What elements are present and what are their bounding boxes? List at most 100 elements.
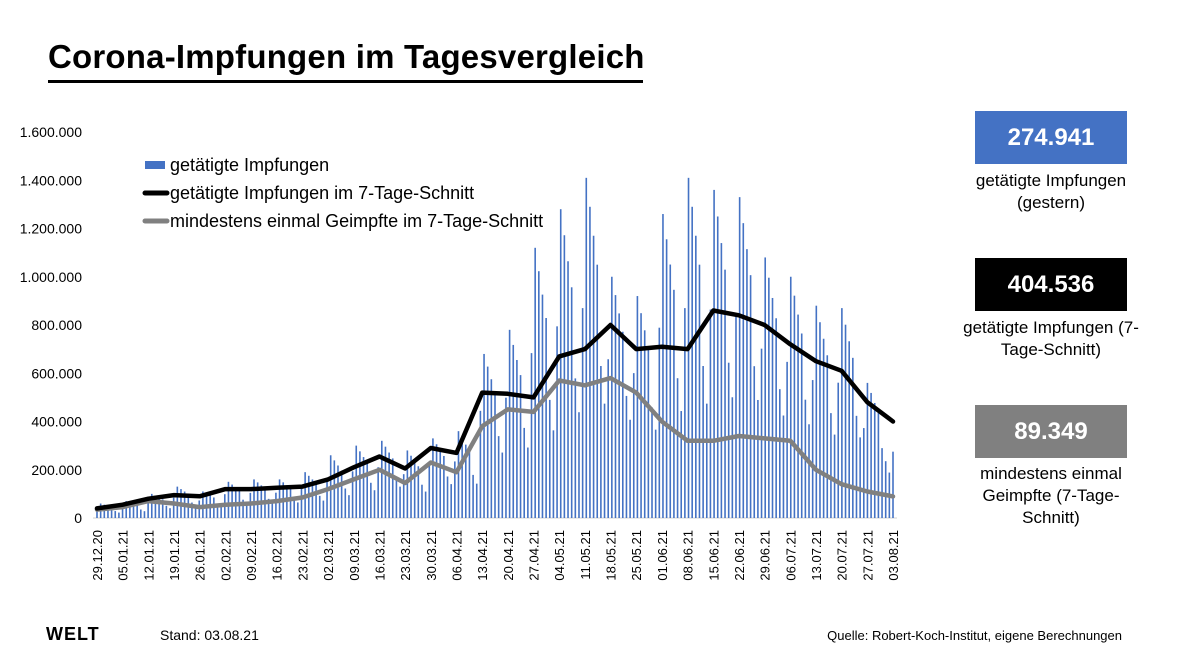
daily-bar — [194, 505, 197, 518]
stand-label: Stand: — [160, 627, 201, 643]
x-tick-label: 25.05.21 — [629, 530, 644, 581]
daily-bar — [742, 223, 745, 518]
x-tick-label: 23.02.21 — [295, 530, 310, 581]
daily-bar — [424, 491, 427, 518]
daily-bar — [530, 353, 533, 518]
x-tick-label: 20.07.21 — [835, 530, 850, 581]
daily-bar — [508, 329, 511, 518]
daily-bar — [720, 243, 723, 518]
x-tick-label: 09.03.21 — [347, 530, 362, 581]
daily-bar — [512, 344, 515, 518]
daily-bar — [735, 314, 737, 518]
daily-bar — [395, 478, 398, 518]
daily-bar — [567, 261, 569, 518]
daily-bar — [596, 264, 599, 518]
daily-bar — [388, 452, 390, 518]
daily-bar — [399, 486, 401, 518]
daily-bar — [541, 294, 544, 518]
daily-bar — [764, 257, 767, 518]
daily-bar — [227, 481, 230, 518]
y-tick-label: 1.600.000 — [20, 124, 82, 140]
stand-date: Stand: 03.08.21 — [160, 627, 259, 643]
daily-bar — [884, 461, 887, 518]
daily-bar — [589, 206, 591, 518]
daily-bar — [611, 276, 613, 518]
daily-bar — [359, 451, 361, 518]
daily-bar — [300, 488, 303, 518]
daily-bar — [468, 451, 471, 518]
daily-bar — [373, 490, 376, 518]
daily-bar — [673, 289, 675, 518]
daily-bar — [446, 476, 449, 518]
x-tick-label: 04.05.21 — [552, 530, 567, 581]
daily-bar — [581, 308, 584, 518]
x-tick-label: 06.04.21 — [449, 530, 464, 581]
daily-bar — [892, 451, 894, 518]
daily-bar — [267, 498, 270, 518]
x-tick-label: 15.06.21 — [706, 530, 721, 581]
daily-bar — [432, 438, 434, 518]
daily-bar — [351, 471, 354, 518]
daily-bar — [800, 333, 803, 518]
daily-bar — [256, 482, 259, 518]
y-tick-label: 200.000 — [31, 462, 82, 478]
daily-bar — [377, 467, 379, 518]
daily-bar — [811, 380, 814, 518]
x-tick-label: 30.03.21 — [424, 530, 439, 581]
stat-avg-first-value: 89.349 — [975, 405, 1127, 458]
daily-bar — [563, 235, 566, 518]
daily-bar — [428, 464, 431, 518]
title-underline — [48, 80, 643, 83]
y-tick-label: 1.000.000 — [20, 269, 82, 285]
daily-bar — [362, 457, 365, 518]
first-dose-avg-line — [94, 375, 896, 512]
daily-bar — [607, 359, 609, 518]
daily-bar — [121, 506, 124, 518]
daily-bar — [676, 378, 679, 518]
daily-bar — [169, 508, 171, 518]
vaccination-chart: 0 200.000 400.000 600.000 800.000 1.000.000 1.… — [20, 124, 901, 581]
daily-bar — [658, 327, 661, 518]
stat-avg-total-label-text: getätigte Impfungen (7-Tage-Schnitt) — [963, 318, 1139, 359]
x-tick-label: 16.02.21 — [270, 530, 285, 581]
daily-bar — [797, 314, 799, 518]
daily-bar — [647, 347, 650, 518]
stat-avg-total-label: getätigte Impfungen (7-Tage-Schnitt) — [960, 317, 1142, 361]
daily-bar — [570, 287, 573, 518]
daily-bar — [775, 318, 777, 518]
daily-bar — [344, 488, 347, 518]
legend-label: getätigte Impfungen — [170, 155, 329, 175]
daily-bar — [355, 445, 358, 518]
daily-bar — [454, 461, 456, 518]
x-tick-label: 05.01.21 — [116, 530, 131, 581]
daily-bar — [523, 427, 526, 518]
daily-bar — [684, 308, 686, 518]
daily-bar — [870, 392, 872, 518]
stat-avg-first-label-text: mindestens einmal Geimpfte (7-Tage-Schni… — [980, 464, 1122, 527]
daily-bar — [150, 493, 153, 518]
daily-bar — [662, 214, 664, 518]
daily-bar — [114, 511, 117, 518]
daily-bar — [665, 239, 668, 518]
daily-bar — [110, 506, 113, 518]
daily-bar — [724, 269, 726, 518]
daily-bar — [494, 391, 496, 518]
legend-label: mindestens einmal Geimpfte im 7-Tage-Sch… — [170, 211, 543, 231]
x-tick-label: 26.01.21 — [193, 530, 208, 581]
daily-bar — [220, 507, 222, 518]
x-tick-label: 16.03.21 — [372, 530, 387, 581]
stat-daily-value: 274.941 — [975, 111, 1127, 164]
daily-bar — [552, 430, 555, 518]
daily-bar — [381, 440, 383, 518]
daily-bar — [132, 503, 135, 518]
daily-bar — [727, 362, 730, 518]
daily-bar — [695, 235, 697, 519]
daily-bar — [830, 413, 832, 518]
stat-avg-total-value: 404.536 — [975, 258, 1127, 311]
daily-bar — [625, 395, 628, 518]
x-tick-label: 29.12.20 — [90, 530, 105, 581]
daily-bar — [578, 412, 580, 518]
daily-bar — [490, 379, 493, 518]
daily-bar — [406, 450, 409, 518]
x-tick-label: 08.06.21 — [681, 530, 696, 581]
